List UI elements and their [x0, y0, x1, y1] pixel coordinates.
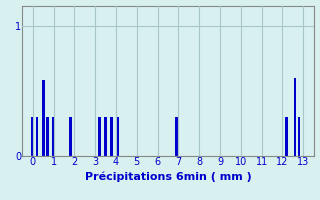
Bar: [104, 117, 107, 156]
Bar: [98, 117, 101, 156]
Bar: [293, 78, 296, 156]
Bar: [110, 117, 113, 156]
Bar: [52, 117, 55, 156]
Bar: [42, 80, 44, 156]
X-axis label: Précipitations 6min ( mm ): Précipitations 6min ( mm ): [84, 172, 252, 182]
Bar: [69, 117, 72, 156]
Bar: [46, 117, 49, 156]
Bar: [175, 117, 178, 156]
Bar: [31, 117, 34, 156]
Bar: [36, 117, 38, 156]
Bar: [298, 117, 300, 156]
Bar: [117, 117, 119, 156]
Bar: [285, 117, 288, 156]
